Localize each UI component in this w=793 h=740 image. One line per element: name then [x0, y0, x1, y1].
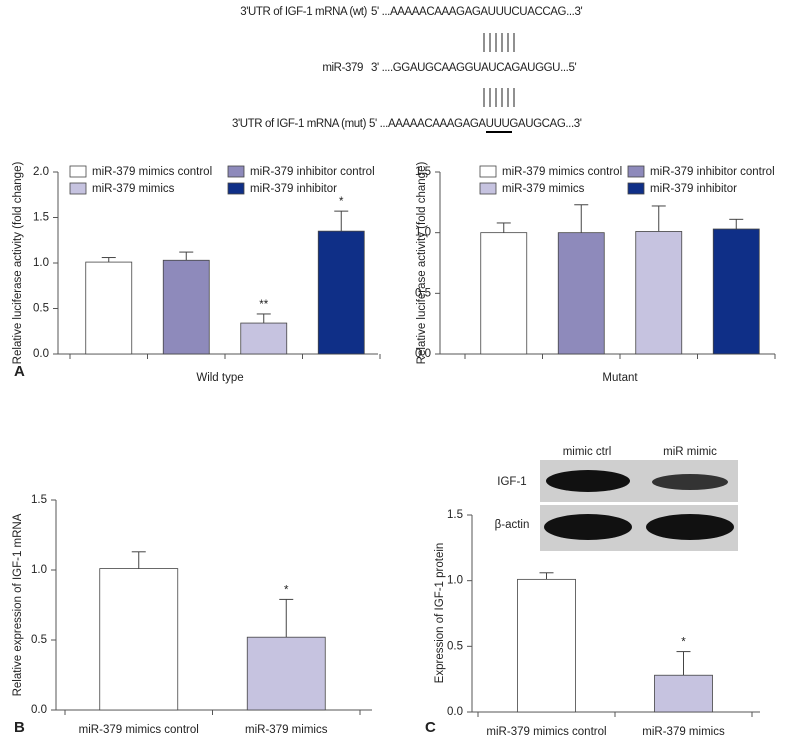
y-tick-label: 1.5 — [33, 212, 49, 224]
bar — [246, 636, 326, 711]
band — [544, 514, 632, 540]
sequence: 5' ...AAAAACAAAGAGAUUUGAUGCAG...3' — [369, 118, 582, 130]
row-label: IGF-1 — [497, 476, 526, 488]
bar — [317, 230, 365, 355]
x-axis-label: Mutant — [602, 372, 638, 384]
bar — [654, 674, 713, 713]
legend-label: miR-379 mimics control — [92, 166, 212, 178]
panel-label: A — [14, 363, 25, 380]
legend-label: miR-379 inhibitor — [650, 183, 737, 195]
x-axis-label: Wild type — [196, 372, 243, 384]
y-tick-label: 1.5 — [447, 509, 463, 521]
y-tick-label: 2.0 — [33, 166, 49, 178]
x-tick-label: miR-379 mimics — [245, 724, 328, 736]
lane-label: mimic ctrl — [563, 446, 612, 458]
y-tick-label: 0.5 — [31, 634, 47, 646]
significance: * — [339, 196, 344, 208]
x-tick-label: miR-379 mimics — [642, 726, 725, 738]
row-label: β-actin — [495, 519, 530, 531]
legend-label: miR-379 inhibitor control — [650, 166, 775, 178]
bar — [557, 232, 605, 355]
band — [546, 470, 630, 492]
sequence-label: 3'UTR of IGF-1 mRNA (mut) — [232, 118, 367, 130]
legend-swatch — [479, 165, 497, 178]
y-tick-label: 0.5 — [415, 287, 431, 299]
legend-swatch — [227, 165, 245, 178]
y-tick-label: 1.0 — [31, 564, 47, 576]
y-tick-label: 1.5 — [415, 166, 431, 178]
legend-swatch — [69, 182, 87, 195]
bar — [85, 261, 133, 355]
y-tick-label: 0.5 — [33, 303, 49, 315]
legend-swatch — [479, 182, 497, 195]
significance: * — [284, 584, 289, 596]
y-tick-label: 1.0 — [33, 257, 49, 269]
base-pairing — [483, 33, 515, 107]
x-tick-label: miR-379 mimics control — [79, 724, 199, 736]
bar — [517, 578, 576, 713]
significance: * — [681, 637, 686, 649]
y-tick-label: 0.0 — [31, 704, 47, 716]
bar — [712, 228, 760, 355]
band — [646, 514, 734, 540]
y-tick-label: 0.0 — [447, 706, 463, 718]
legend-swatch — [627, 165, 645, 178]
significance: ** — [259, 299, 268, 311]
sequence: 3' ....GGAUGCAAGGUAUCAGAUGGU...5' — [371, 62, 576, 74]
legend-swatch — [627, 182, 645, 195]
bar — [635, 231, 683, 355]
bar — [240, 322, 288, 355]
legend-label: miR-379 mimics control — [502, 166, 622, 178]
y-tick-label: 1.5 — [31, 494, 47, 506]
legend-label: miR-379 inhibitor control — [250, 166, 375, 178]
legend-label: miR-379 mimics — [92, 183, 175, 195]
sequence-label: miR-379 — [322, 62, 363, 74]
legend-label: miR-379 inhibitor — [250, 183, 337, 195]
y-tick-label: 0.0 — [33, 348, 49, 360]
sequence-label: 3'UTR of IGF-1 mRNA (wt) — [240, 6, 367, 18]
y-axis-label: Relative expression of IGF-1 mRNA — [12, 513, 24, 696]
panel-label: B — [14, 719, 25, 736]
y-axis-label: Relative luciferase activity (fold chang… — [416, 162, 428, 365]
band — [652, 474, 728, 490]
y-tick-label: 1.0 — [447, 575, 463, 587]
panel-label: C — [425, 719, 436, 736]
lane-label: miR mimic — [663, 446, 717, 458]
legend-swatch — [69, 165, 87, 178]
bar — [480, 232, 528, 355]
sequence: 5' ...AAAAACAAAGAGAUUUCUACCAG...3' — [371, 6, 582, 18]
x-tick-label: miR-379 mimics control — [486, 726, 606, 738]
y-axis-label: Relative luciferase activity (fold chang… — [12, 162, 24, 365]
bar — [162, 259, 210, 355]
bar — [99, 568, 179, 711]
y-tick-label: 0.5 — [447, 640, 463, 652]
western-blot: mimic ctrl miR mimic IGF-1 β-actin — [495, 446, 738, 551]
y-axis-label: Expression of IGF-1 protein — [434, 543, 446, 684]
y-tick-label: 1.0 — [415, 227, 431, 239]
y-tick-label: 0.0 — [415, 348, 431, 360]
legend-swatch — [227, 182, 245, 195]
legend-label: miR-379 mimics — [502, 183, 585, 195]
